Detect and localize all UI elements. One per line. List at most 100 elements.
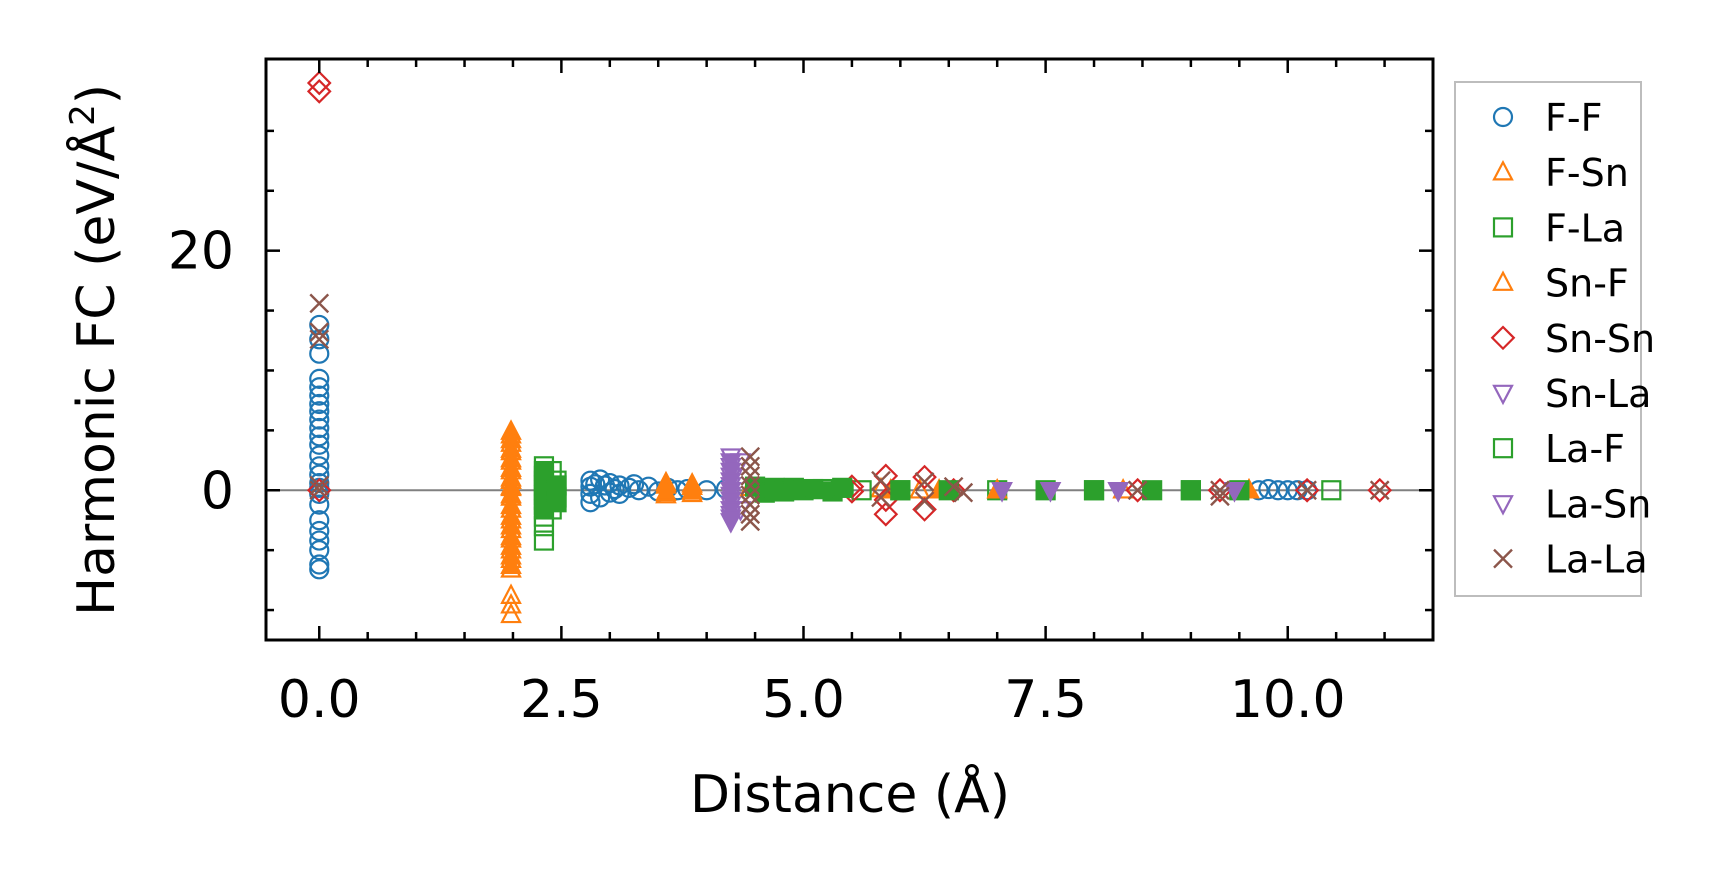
data-point xyxy=(991,481,1013,503)
data-point xyxy=(309,401,330,422)
legend-marker xyxy=(1492,384,1514,406)
legend-item: F-Sn xyxy=(1492,151,1629,195)
data-point xyxy=(1180,480,1201,501)
legend-marker xyxy=(1492,438,1514,459)
data-point xyxy=(943,476,964,497)
legend-item: Sn-F xyxy=(1492,262,1629,306)
data-point xyxy=(309,329,330,350)
data-point xyxy=(500,553,522,575)
data-point xyxy=(1267,480,1289,501)
legend-marker xyxy=(1490,325,1516,351)
data-point xyxy=(309,559,330,580)
data-point xyxy=(740,494,761,515)
data-point xyxy=(803,478,824,500)
data-point xyxy=(309,540,330,561)
legend-marker xyxy=(1492,270,1514,291)
data-point xyxy=(309,393,330,415)
x-axis-label: Distance (Å) xyxy=(690,763,1010,825)
data-point xyxy=(609,475,630,496)
data-point xyxy=(309,314,330,336)
data-point xyxy=(638,476,659,497)
plot-area xyxy=(266,59,1433,640)
data-point xyxy=(309,530,330,551)
data-point xyxy=(914,472,935,492)
data-point xyxy=(740,446,761,467)
series-La-F xyxy=(533,460,1250,520)
data-point xyxy=(1258,478,1279,500)
data-point xyxy=(720,509,742,531)
y-axis-label-main: Harmonic FC (eV/Å xyxy=(65,125,127,616)
legend-label: Sn-F xyxy=(1545,262,1629,306)
legend-marker xyxy=(1492,495,1514,516)
data-point xyxy=(580,492,601,513)
legend-label: La-Sn xyxy=(1545,482,1651,526)
data-point xyxy=(1142,480,1163,501)
data-point xyxy=(740,504,761,525)
x-tick-label: 7.5 xyxy=(1004,670,1087,730)
data-point xyxy=(871,470,891,491)
data-point xyxy=(1297,480,1317,501)
data-point xyxy=(309,293,330,314)
data-point xyxy=(309,554,330,575)
legend-marker xyxy=(1492,106,1514,128)
data-point xyxy=(914,491,935,511)
data-point xyxy=(306,78,332,104)
data-point xyxy=(309,434,330,455)
legend-item: F-F xyxy=(1492,96,1602,140)
data-point xyxy=(1210,480,1230,501)
data-point xyxy=(309,520,330,542)
data-point xyxy=(309,417,330,439)
data-point xyxy=(740,475,761,496)
data-point xyxy=(500,602,522,624)
data-point xyxy=(740,485,761,505)
data-point xyxy=(912,497,937,522)
y-tick-label: 0 xyxy=(201,461,234,521)
data-points xyxy=(306,70,1393,624)
data-point xyxy=(740,511,761,532)
data-point xyxy=(309,409,330,430)
y-axis-label-sup: 2 xyxy=(63,104,103,126)
data-point xyxy=(681,479,703,500)
data-point xyxy=(1223,481,1246,503)
data-point xyxy=(309,464,330,485)
data-point xyxy=(1083,480,1105,501)
legend-item: La-La xyxy=(1493,538,1648,582)
x-tick-label: 0.0 xyxy=(278,670,361,730)
series-La-La xyxy=(309,293,1390,532)
x-tick-label: 5.0 xyxy=(762,670,845,730)
data-point xyxy=(1367,477,1393,503)
legend-marker xyxy=(1492,159,1514,181)
legend-item: Sn-La xyxy=(1492,372,1651,416)
data-point xyxy=(851,480,872,501)
legend-label: La-La xyxy=(1545,538,1648,582)
data-point xyxy=(1107,481,1130,503)
legend-label: Sn-La xyxy=(1545,372,1651,416)
data-point xyxy=(740,466,761,486)
axis-ticks: 0.0 2.5 5.0 7.5 10.0 0 20 xyxy=(168,59,1435,730)
legend-marker xyxy=(1493,548,1513,569)
data-point xyxy=(306,477,332,503)
data-point xyxy=(604,478,625,500)
legend: F-F F-Sn F-La Sn-F Sn-Sn Sn-La La-F La-Sn La-La xyxy=(1490,96,1655,582)
data-point xyxy=(309,472,330,494)
legend-box xyxy=(1454,81,1642,597)
data-point xyxy=(1127,480,1148,501)
data-point xyxy=(309,329,330,350)
data-point xyxy=(580,470,601,491)
data-point xyxy=(309,456,330,477)
data-point xyxy=(740,456,761,477)
legend-label: La-F xyxy=(1545,427,1625,471)
data-point xyxy=(1296,480,1318,501)
data-point xyxy=(309,377,330,398)
data-point xyxy=(953,482,974,503)
legend-item: La-F xyxy=(1492,427,1625,471)
data-point xyxy=(609,483,630,504)
data-point xyxy=(309,343,330,364)
legend-item: F-La xyxy=(1492,206,1625,250)
legend-label: F-La xyxy=(1545,206,1625,250)
data-point xyxy=(1039,481,1062,503)
data-point xyxy=(873,501,899,527)
data-point xyxy=(1294,477,1320,503)
data-point xyxy=(309,480,330,501)
